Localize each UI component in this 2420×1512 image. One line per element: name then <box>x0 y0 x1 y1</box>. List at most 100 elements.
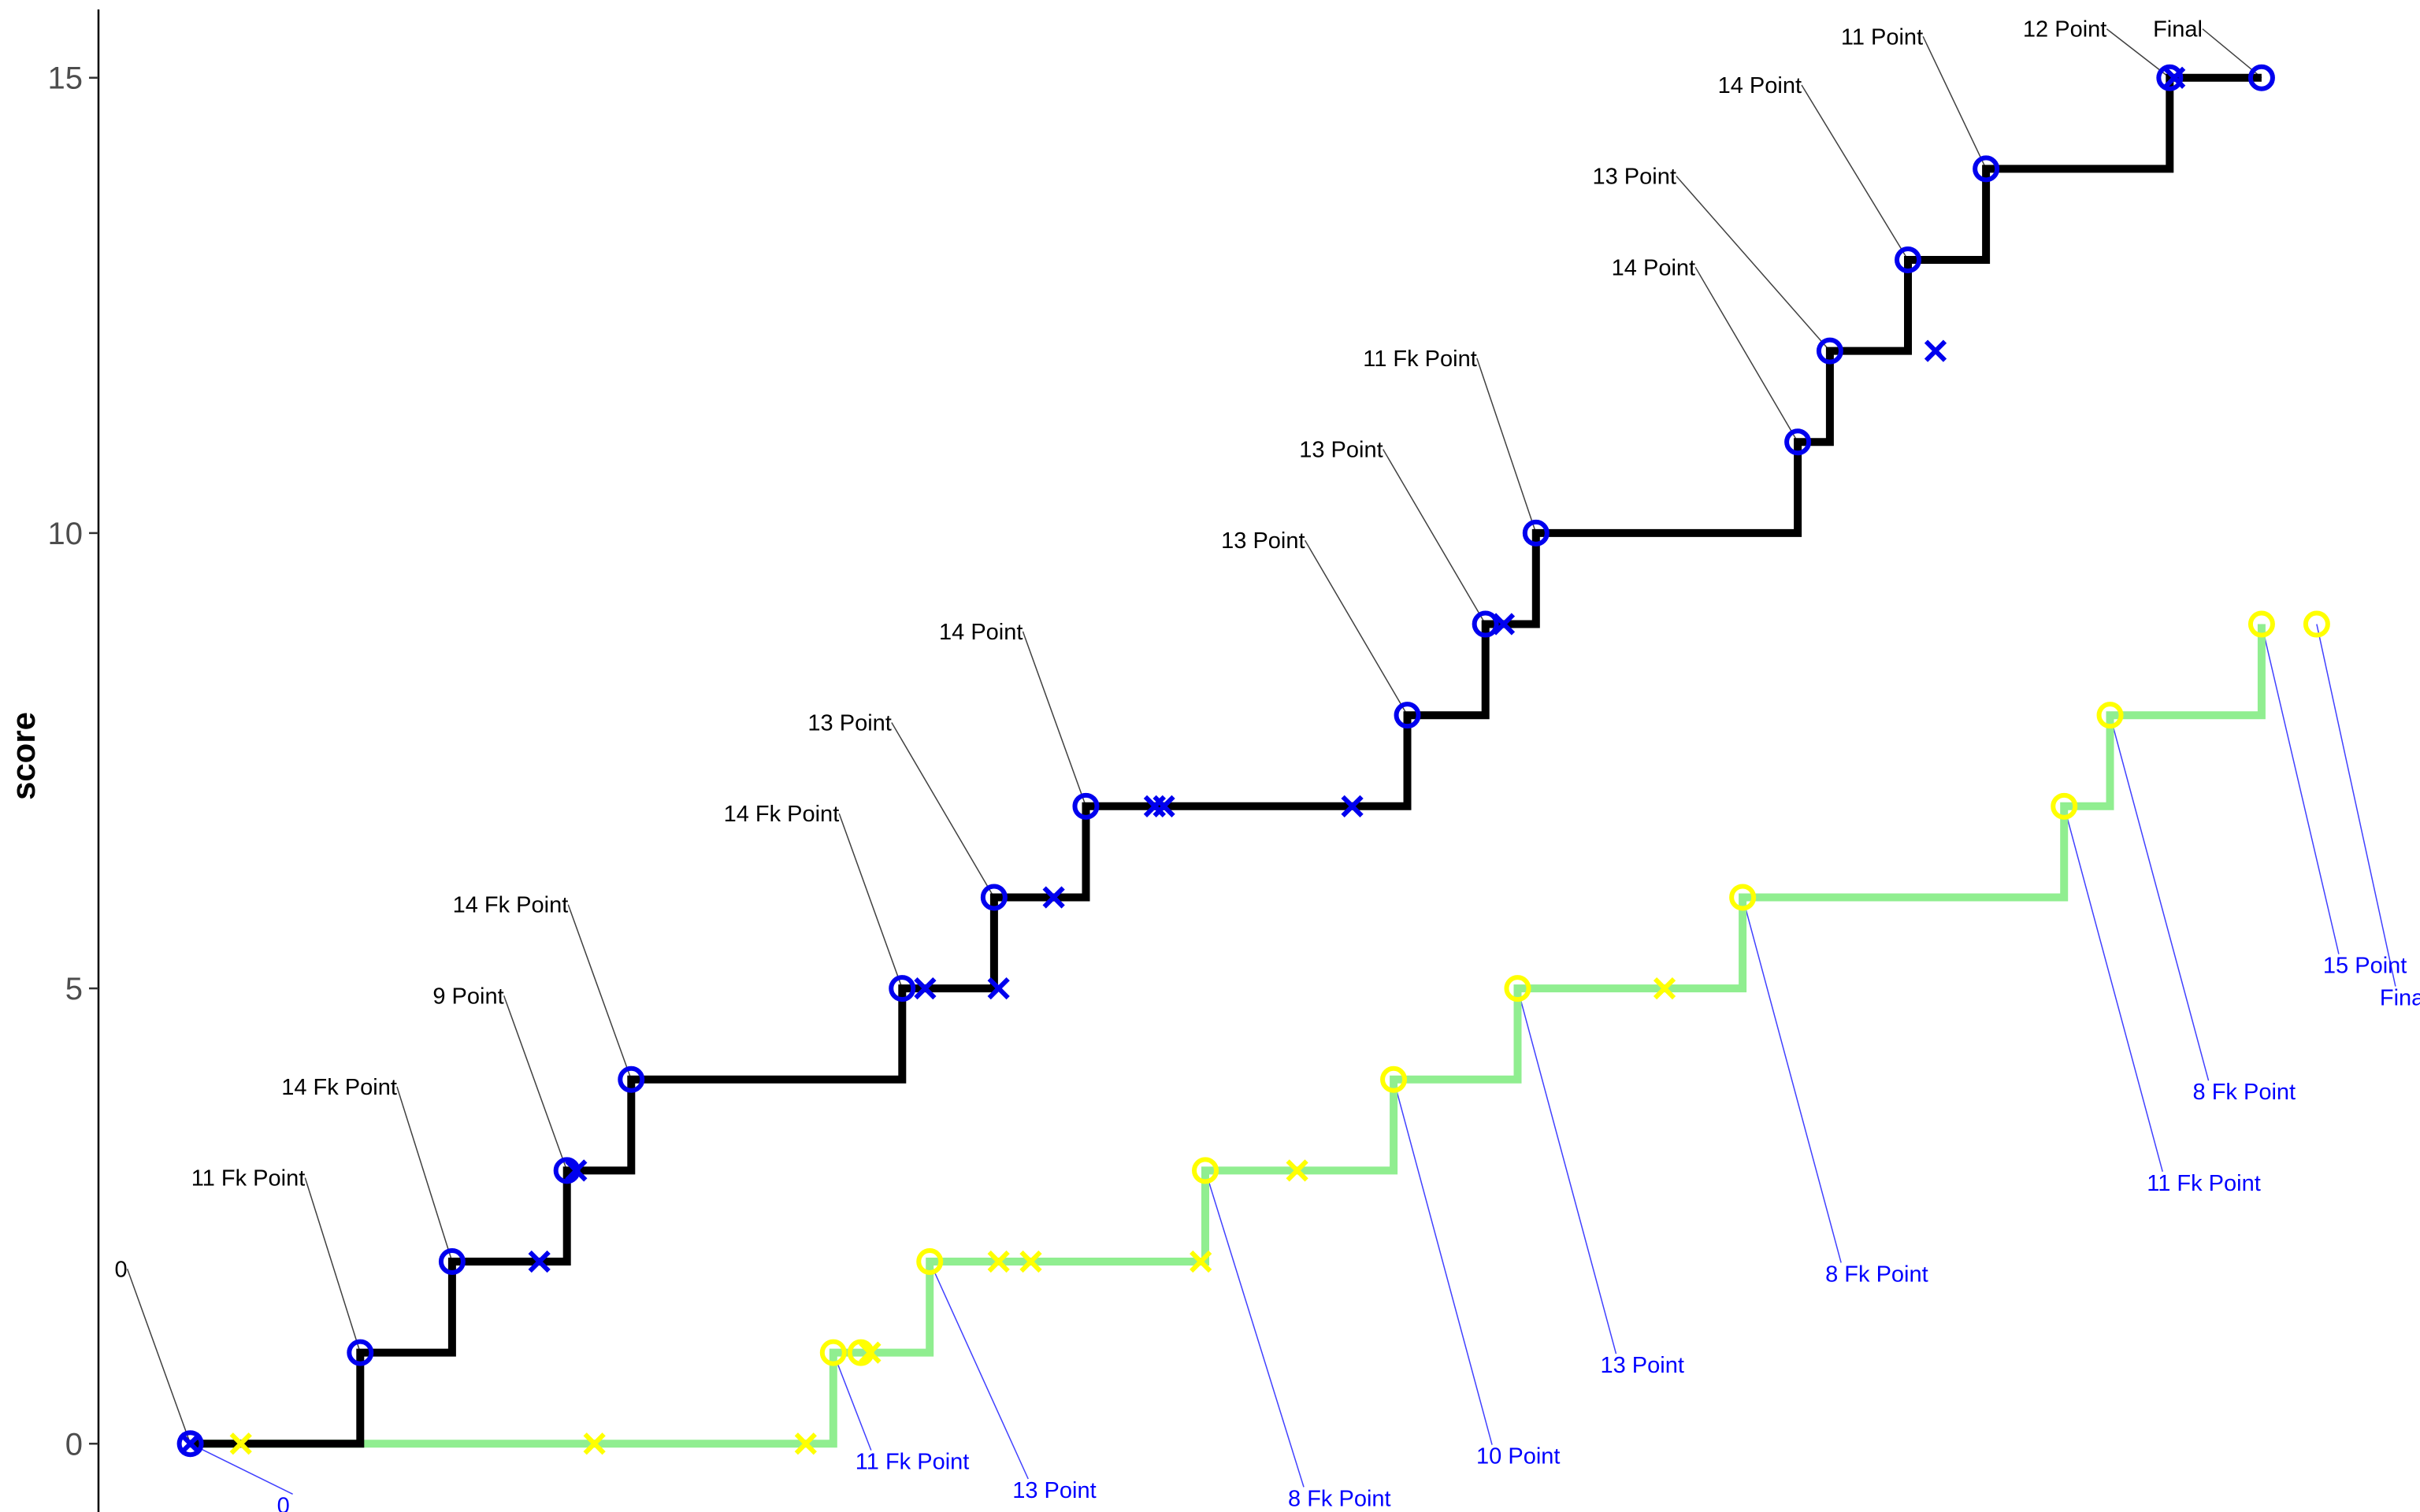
series1-point-label: 14 Point <box>939 620 1023 645</box>
series2-point-label: Final <box>2380 986 2420 1011</box>
series1-label-leader <box>1694 266 1798 443</box>
series1-label-leader <box>567 904 632 1080</box>
series2-point-label: 0 <box>277 1493 290 1512</box>
series1-cross-marker <box>528 1250 551 1273</box>
series1-circle-marker <box>2156 64 2184 91</box>
series2-label-leader <box>2109 714 2210 1081</box>
series1-circle-marker <box>176 1430 204 1458</box>
y-tick-label: 10 <box>48 517 84 551</box>
series1-cross-marker <box>1152 795 1175 817</box>
series1-circle-marker <box>438 1248 466 1275</box>
series1-annotations: 0 11 Fk Point 14 Fk Point 9 Point 14 Fk Poin… <box>114 17 2262 1444</box>
series1-cross-marker <box>179 1432 202 1455</box>
series1-circle-marker <box>1394 702 1421 729</box>
series2-circle-marker <box>1729 884 1757 911</box>
series1-label-leader <box>891 722 995 898</box>
series2-label-leader <box>2261 624 2340 954</box>
series1-point-label: 14 Point <box>1718 73 1802 98</box>
series2-circle-marker <box>2096 702 2124 729</box>
series1-circle-marker <box>889 975 916 1002</box>
series1-point-label: 14 Fk Point <box>281 1075 397 1100</box>
series2-circle-marker <box>2051 792 2078 820</box>
series1-circle-marker <box>1816 337 1843 365</box>
series2-label-leader <box>2316 624 2396 987</box>
series2-cross-marker <box>794 1432 817 1455</box>
series2-cross-marker <box>1286 1159 1308 1182</box>
series2-label-leader <box>1742 897 1842 1263</box>
series2-cross-marker <box>859 1341 882 1364</box>
series1-point-label: 13 Point <box>1592 165 1676 190</box>
series1-cross-marker <box>1042 886 1065 909</box>
series1-label-leader <box>396 1086 453 1262</box>
series1-point-label: 14 Point <box>1612 255 1695 280</box>
series2-annotations: 11 Fk Point 13 Point 8 Fk Point 10 Point 13 … <box>190 624 2420 1512</box>
y-axis-ticks: 0 5 10 15 <box>48 61 98 1462</box>
y-tick-label: 0 <box>65 1427 83 1462</box>
series1-circle-marker <box>347 1339 374 1366</box>
y-tick-label: 5 <box>65 972 83 1006</box>
series1-label-leader <box>1476 358 1537 534</box>
series1-markers <box>176 64 2275 1458</box>
series1-circle-marker <box>1522 519 1550 547</box>
series2-circle-marker <box>2247 610 2275 638</box>
series2-circle-marker <box>1380 1065 1408 1093</box>
series1-point-label: 13 Point <box>1299 438 1383 463</box>
series1-point-label: 13 Point <box>807 710 891 736</box>
series2-circle-marker <box>1504 975 1531 1002</box>
series1-cross-marker <box>2163 66 2186 89</box>
series1-point-label: Final <box>2153 17 2203 43</box>
series1-circle-marker <box>1784 428 1812 456</box>
series2-label-leader <box>190 1443 293 1495</box>
series2-point-label: 11 Fk Point <box>2147 1171 2261 1196</box>
series2-point-label: 8 Fk Point <box>1288 1486 1391 1511</box>
series2-point-label: 10 Point <box>1476 1444 1560 1469</box>
series1-circle-marker <box>1072 792 1100 820</box>
series2-circle-marker <box>1192 1157 1219 1184</box>
series2-cross-marker <box>1653 976 1676 1000</box>
series1-point-label: 14 Fk Point <box>453 893 569 918</box>
series2-cross-marker <box>1190 1250 1212 1273</box>
series2-circle-marker <box>2303 610 2330 638</box>
series1-point-label: 11 Fk Point <box>191 1166 306 1191</box>
series1-cross-marker <box>1143 795 1167 817</box>
series1-label-leader <box>1801 84 1909 261</box>
series1-point-label: 12 Point <box>2023 17 2106 43</box>
series1-line <box>190 73 2262 1448</box>
series1-circle-marker <box>618 1065 645 1093</box>
series1-cross-marker <box>987 976 1010 1000</box>
series1-point-label: 13 Point <box>1221 528 1305 554</box>
series2-label-leader <box>833 1352 872 1451</box>
series2-markers <box>229 610 2330 1455</box>
series1-label-leader <box>1022 631 1087 807</box>
series1-circle-marker <box>1472 610 1499 638</box>
series2-cross-marker <box>1019 1250 1042 1273</box>
series1-label-leader <box>126 1269 191 1444</box>
series2-label-leader <box>1516 988 1617 1354</box>
series1-circle-marker <box>2247 64 2275 91</box>
series1-label-leader <box>1383 449 1487 624</box>
series2-point-label: 8 Fk Point <box>1825 1262 1928 1287</box>
series2-point-label: 11 Fk Point <box>856 1450 970 1475</box>
series1-label-leader <box>1922 36 1987 169</box>
series1-step-path <box>190 73 2262 1448</box>
series1-cross-marker <box>565 1159 588 1182</box>
series1-cross-marker <box>1924 339 1947 362</box>
series1-cross-marker <box>914 976 937 1000</box>
series1-point-label: 11 Point <box>1841 24 1923 50</box>
series2-circle-marker <box>916 1248 944 1275</box>
series2-point-label: 13 Point <box>1012 1478 1096 1503</box>
series2-line <box>190 624 2266 1448</box>
series1-point-label: 0 <box>114 1257 127 1282</box>
series1-point-label: 11 Fk Point <box>1363 346 1477 372</box>
y-tick-label: 15 <box>48 61 84 96</box>
series2-label-leader <box>2063 806 2163 1173</box>
y-axis-title: score <box>5 712 42 800</box>
series1-label-leader <box>838 813 903 989</box>
series2-label-leader <box>929 1261 1029 1480</box>
series2-cross-marker <box>987 1250 1010 1273</box>
series1-label-leader <box>503 995 568 1171</box>
series2-cross-marker <box>229 1432 252 1455</box>
series1-cross-marker <box>1492 613 1516 636</box>
